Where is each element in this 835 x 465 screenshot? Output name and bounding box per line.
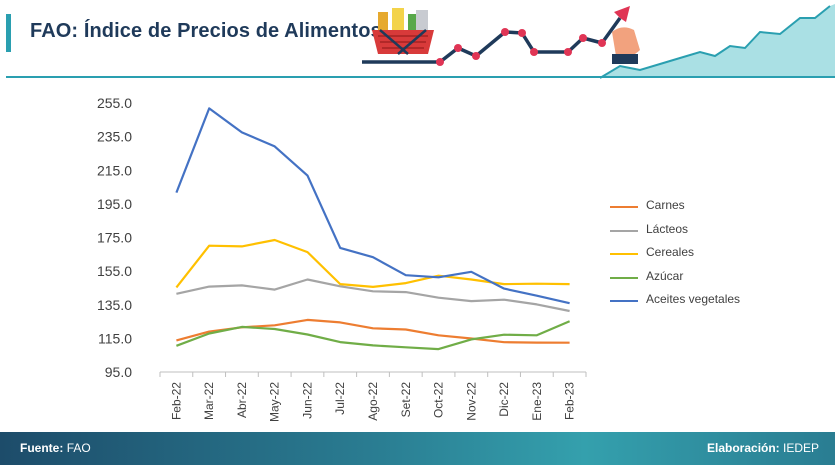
series-lines	[175, 107, 571, 351]
y-tick-label: 215.0	[97, 162, 132, 178]
legend-label: Aceites vegetales	[646, 292, 741, 306]
legend-swatch	[610, 229, 638, 232]
title-accent-bar	[6, 14, 11, 52]
hand-sleeve	[612, 54, 638, 64]
page-title: FAO: Índice de Precios de Alimentos	[30, 20, 382, 42]
header-area-shape	[600, 4, 835, 78]
y-axis: 255.0 235.0 215.0 195.0 175.0 155.0 135.0 115.0…	[97, 95, 132, 380]
x-tick-label: Ene-23	[530, 382, 544, 421]
header-area-line	[599, 5, 831, 79]
legend-label: Carnes	[646, 198, 685, 212]
y-tick-label: 235.0	[97, 129, 132, 145]
hand-icon	[612, 27, 640, 58]
footer-credit: Elaboración: IEDEP	[707, 441, 819, 455]
basket-icon	[372, 8, 434, 55]
footer-source-value: FAO	[66, 441, 91, 455]
header-graphic	[362, 4, 835, 79]
x-tick-label: Mar-22	[202, 382, 216, 420]
x-tick-label: Oct-22	[432, 382, 446, 418]
legend-swatch	[610, 206, 638, 208]
x-tick-label: Dic-22	[497, 382, 511, 417]
series-line	[176, 318, 570, 344]
x-tick-label: Nov-22	[464, 382, 478, 421]
x-tick-label: Feb-22	[169, 382, 183, 420]
y-tick-label: 175.0	[97, 230, 132, 246]
x-tick-label: May-22	[268, 382, 282, 422]
legend-label: Azúcar	[646, 268, 684, 283]
x-tick-label: Ago-22	[366, 382, 380, 421]
y-tick-label: 95.0	[105, 364, 132, 380]
x-tick-label: Jul-22	[333, 382, 347, 415]
legend-swatch	[610, 253, 638, 255]
header-divider	[6, 76, 835, 78]
legend-label: Lácteos	[646, 221, 689, 236]
y-tick-label: 135.0	[97, 297, 132, 313]
x-tick-label: Set-22	[399, 382, 413, 418]
footer-source: Fuente: FAO	[20, 441, 91, 455]
legend-swatch	[610, 300, 638, 302]
y-tick-label: 195.0	[97, 196, 132, 212]
series-line	[175, 107, 570, 305]
x-tick-label: Abr-22	[235, 382, 249, 418]
x-tick-label: Jun-22	[300, 382, 314, 419]
series-line	[176, 320, 571, 351]
line-chart: 255.0 235.0 215.0 195.0 175.0 155.0 135.0 115.0…	[97, 95, 587, 422]
x-axis: Feb-22 Mar-22 Abr-22 May-22 Jun-22 Jul-22 Ago-…	[159, 371, 587, 422]
legend-label: Cereales	[646, 245, 695, 259]
header-trend-markers	[436, 28, 606, 66]
y-tick-label: 255.0	[97, 95, 132, 111]
footer-source-label: Fuente:	[20, 441, 64, 455]
y-tick-label: 115.0	[98, 330, 132, 346]
footer-credit-value: IEDEP	[783, 441, 820, 455]
x-tick-label: Feb-23	[563, 382, 577, 420]
y-tick-label: 155.0	[97, 263, 132, 279]
arrow-up-icon	[614, 6, 630, 22]
footer	[0, 432, 835, 465]
series-line	[176, 278, 570, 313]
footer-credit-label: Elaboración:	[707, 441, 780, 455]
legend-swatch	[610, 276, 638, 279]
series-line	[175, 238, 570, 289]
